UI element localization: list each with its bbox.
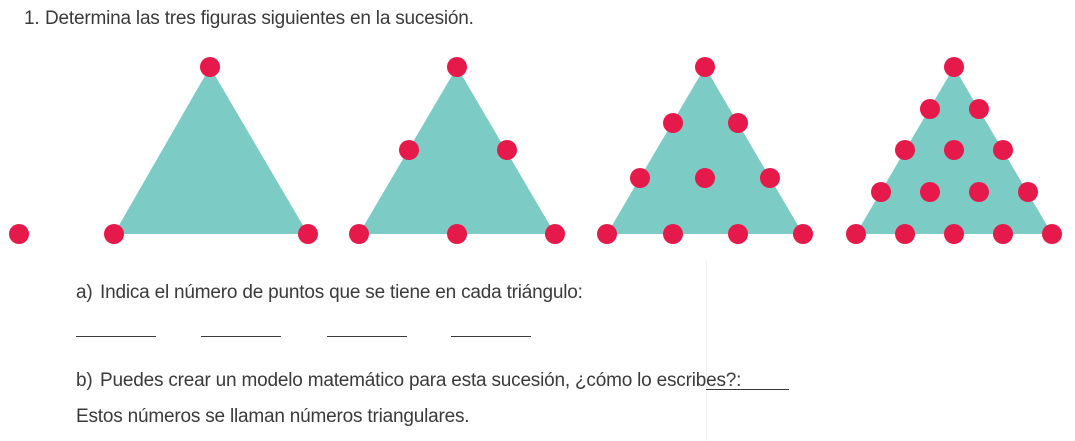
dot <box>895 140 915 160</box>
triangle <box>359 67 555 234</box>
dot <box>793 224 813 244</box>
dot <box>1042 224 1062 244</box>
dot <box>630 168 650 188</box>
dot <box>944 224 964 244</box>
dot <box>447 224 467 244</box>
part-b-text: Puedes crear un modelo matemático para e… <box>100 370 742 391</box>
dot <box>597 224 617 244</box>
part-a-letter: a) <box>76 282 93 303</box>
dot <box>1018 182 1038 202</box>
dot <box>545 224 565 244</box>
dot <box>447 57 467 77</box>
dot <box>944 140 964 160</box>
dot <box>944 57 964 77</box>
figure-triangle-4 <box>597 57 813 244</box>
triangle <box>114 67 308 234</box>
answer-blank-1[interactable] <box>76 336 156 337</box>
dot <box>895 224 915 244</box>
dot <box>871 182 891 202</box>
dot <box>760 168 780 188</box>
answer-blank-4[interactable] <box>451 336 531 337</box>
dot <box>298 224 318 244</box>
answer-blank-model[interactable] <box>706 389 789 390</box>
dot <box>9 224 29 244</box>
part-a-text: Indica el número de puntos que se tiene … <box>100 282 583 303</box>
page-divider <box>706 260 707 441</box>
dot <box>728 113 748 133</box>
exercise-number: 1. <box>24 8 40 29</box>
dot <box>846 224 866 244</box>
dot <box>993 140 1013 160</box>
triangular-number-figures <box>9 57 1062 244</box>
dot <box>663 113 683 133</box>
dot <box>399 140 419 160</box>
figure-triangle-3 <box>349 57 565 244</box>
closing-text: Estos números se llaman números triangul… <box>76 406 470 427</box>
dot <box>349 224 369 244</box>
dot <box>920 99 940 119</box>
dot <box>200 57 220 77</box>
exercise-prompt: Determina las tres figuras siguientes en… <box>45 8 474 29</box>
figure-single-dot <box>9 224 29 244</box>
figure-triangle-5 <box>846 57 1062 244</box>
dot <box>969 182 989 202</box>
answer-blank-3[interactable] <box>327 336 407 337</box>
answer-blank-2[interactable] <box>201 336 281 337</box>
dot <box>993 224 1013 244</box>
dot <box>104 224 124 244</box>
dot <box>497 140 517 160</box>
triangle <box>607 67 803 234</box>
dot <box>969 99 989 119</box>
figure-triangle-2 <box>104 57 318 244</box>
dot <box>920 182 940 202</box>
part-b-letter: b) <box>76 370 93 391</box>
dot <box>728 224 748 244</box>
dot <box>663 224 683 244</box>
dot <box>695 168 715 188</box>
dot <box>695 57 715 77</box>
